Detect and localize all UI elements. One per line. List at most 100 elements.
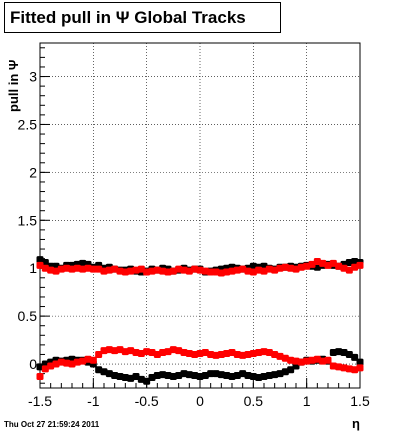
data-point-series-1	[217, 269, 225, 277]
data-point-series-2	[207, 370, 215, 378]
data-point-series-1	[191, 265, 199, 273]
data-point-series-2	[276, 370, 284, 378]
data-point-series-2	[356, 358, 364, 366]
data-point-series-1	[159, 267, 167, 275]
data-point-series-2	[255, 373, 263, 381]
data-point-series-1	[52, 267, 60, 275]
data-point-series-2	[271, 371, 279, 379]
data-point-series-2	[132, 373, 140, 380]
data-point-series-3	[265, 349, 273, 357]
data-point-series-3	[111, 347, 119, 355]
y-tick-label: 2.5	[18, 116, 38, 132]
data-point-series-3	[63, 359, 71, 367]
data-point-series-3	[313, 355, 321, 363]
data-point-series-3	[175, 347, 183, 355]
data-point-series-1	[164, 268, 172, 276]
data-point-series-1	[89, 265, 97, 273]
data-point-series-2	[196, 373, 204, 380]
data-point-series-2	[249, 373, 257, 380]
data-point-series-1	[95, 265, 103, 273]
data-point-series-3	[73, 358, 81, 366]
data-point-series-0	[313, 263, 321, 271]
data-point-series-1	[265, 265, 273, 273]
data-point-series-1	[148, 267, 156, 275]
data-point-series-2	[223, 372, 231, 380]
data-point-series-2	[36, 363, 44, 371]
title-box: Fitted pull in Ψ Global Tracks	[4, 2, 281, 33]
data-point-series-3	[89, 356, 97, 364]
data-point-series-1	[249, 268, 257, 276]
data-point-series-3	[223, 350, 231, 357]
data-point-series-1	[340, 264, 348, 272]
data-point-series-2	[111, 372, 119, 380]
data-point-series-3	[303, 357, 311, 365]
data-point-series-2	[351, 353, 359, 361]
data-point-series-2	[191, 372, 199, 380]
x-tick-label: -0.5	[135, 393, 159, 409]
data-point-series-3	[185, 350, 193, 357]
data-point-series-3	[345, 365, 353, 373]
data-point-series-3	[292, 357, 300, 365]
data-point-series-2	[260, 373, 268, 380]
data-point-series-2	[329, 349, 337, 357]
data-point-series-3	[260, 348, 268, 356]
data-point-series-1	[255, 266, 263, 274]
y-axis-label: pull in Ψ	[6, 60, 21, 112]
y-tick-label: 1	[29, 260, 37, 276]
data-point-series-3	[249, 350, 257, 357]
data-point-series-2	[244, 372, 252, 380]
data-point-series-2	[217, 371, 225, 379]
y-tick-label: 0.5	[18, 308, 38, 324]
data-point-series-1	[100, 267, 108, 275]
data-point-series-0	[345, 258, 353, 266]
data-point-series-2	[265, 372, 273, 380]
data-point-series-2	[345, 350, 353, 358]
data-point-series-1	[105, 266, 113, 274]
data-point-series-0	[351, 258, 359, 265]
data-point-series-1	[111, 265, 119, 273]
data-point-series-1	[308, 260, 316, 268]
data-point-series-2	[228, 373, 236, 380]
data-point-series-1	[297, 263, 305, 271]
data-point-series-3	[201, 349, 209, 357]
data-point-series-3	[340, 364, 348, 372]
x-tick-label: -1	[87, 393, 100, 409]
data-point-series-1	[121, 268, 129, 276]
data-point-series-0	[36, 256, 44, 264]
data-point-series-2	[153, 372, 161, 380]
data-point-series-3	[121, 348, 129, 356]
data-point-series-3	[217, 350, 225, 358]
data-point-series-3	[271, 350, 279, 358]
data-point-series-3	[319, 357, 327, 365]
data-point-series-3	[335, 363, 343, 371]
data-point-series-1	[143, 268, 151, 276]
data-point-series-1	[313, 258, 321, 265]
data-point-series-3	[191, 350, 199, 358]
data-point-series-2	[281, 368, 289, 376]
data-point-series-2	[121, 373, 129, 381]
x-tick-label: 0.5	[244, 393, 264, 409]
x-axis-label: η	[352, 416, 360, 431]
data-point-series-1	[223, 268, 231, 276]
x-tick-label: -1.5	[28, 393, 52, 409]
data-point-series-3	[239, 351, 247, 359]
data-point-series-2	[143, 377, 151, 385]
data-point-series-3	[356, 364, 364, 372]
x-tick-label: 1	[303, 393, 311, 409]
data-point-series-2	[105, 370, 113, 378]
data-point-series-1	[127, 267, 135, 275]
data-point-series-3	[95, 350, 103, 358]
data-point-series-3	[143, 348, 151, 356]
y-tick-label: 2	[29, 164, 37, 180]
data-point-series-2	[159, 371, 167, 379]
data-point-series-1	[239, 265, 247, 273]
data-point-series-3	[297, 358, 305, 366]
data-point-series-2	[127, 374, 135, 382]
data-point-series-2	[287, 366, 295, 374]
data-point-series-3	[105, 346, 113, 354]
data-point-series-1	[169, 267, 177, 275]
data-point-series-3	[116, 346, 124, 354]
data-point-series-1	[47, 266, 55, 274]
data-point-series-1	[324, 261, 332, 269]
